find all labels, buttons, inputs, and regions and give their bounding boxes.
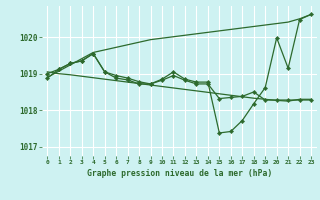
X-axis label: Graphe pression niveau de la mer (hPa): Graphe pression niveau de la mer (hPa)	[87, 169, 272, 178]
